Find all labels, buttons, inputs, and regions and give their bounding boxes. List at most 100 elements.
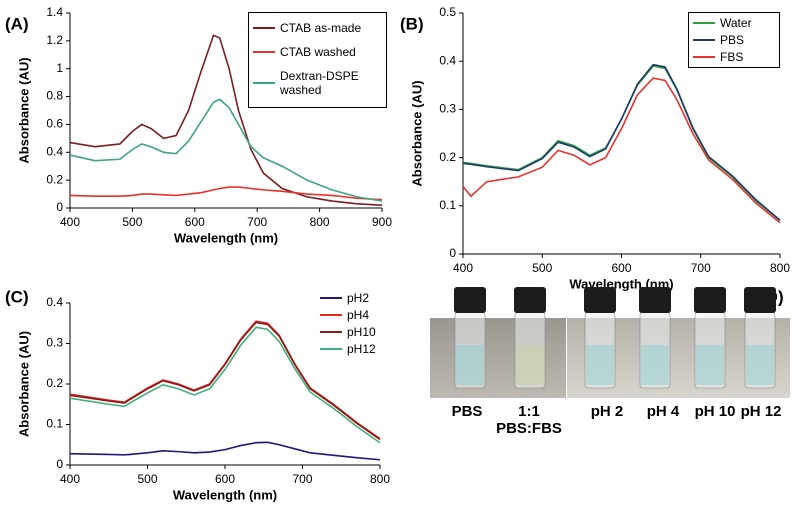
vial bbox=[514, 287, 546, 389]
y-tick-label: 0 bbox=[56, 457, 63, 471]
legend: Water PBS FBS bbox=[688, 12, 780, 68]
series-line bbox=[69, 326, 381, 444]
y-tick-label: 0.5 bbox=[439, 5, 456, 19]
legend-swatch bbox=[693, 39, 715, 41]
y-tick-label: 0.2 bbox=[46, 376, 63, 390]
y-tick-label: 0.4 bbox=[439, 53, 456, 67]
legend-swatch bbox=[320, 348, 342, 350]
photo-caption: pH 10 bbox=[694, 403, 736, 420]
vial-liquid bbox=[586, 345, 614, 385]
series-line bbox=[69, 321, 381, 441]
y-tick-label: 0.3 bbox=[439, 102, 456, 116]
x-tick-label: 700 bbox=[691, 261, 711, 275]
x-axis-title: Wavelength (nm) bbox=[174, 230, 278, 245]
vial-liquid bbox=[456, 345, 484, 385]
photo-caption: pH 12 bbox=[740, 403, 782, 420]
vial-liquid bbox=[696, 345, 724, 385]
y-tick-label: 1.4 bbox=[46, 5, 63, 19]
x-tick-label: 500 bbox=[137, 472, 157, 486]
legend-item: Water bbox=[693, 16, 775, 30]
photo-caption: pH 4 bbox=[646, 403, 680, 420]
legend: CTAB as-made CTAB washed Dextran-DSPE wash… bbox=[248, 12, 387, 108]
y-tick-label: 0.2 bbox=[46, 172, 63, 186]
legend-item: pH10 bbox=[320, 325, 384, 339]
legend-label: PBS bbox=[720, 33, 745, 47]
x-tick-label: 500 bbox=[122, 215, 142, 229]
series-line bbox=[69, 34, 383, 207]
legend-swatch bbox=[320, 314, 342, 316]
x-tick-label: 900 bbox=[372, 215, 392, 229]
series-line bbox=[462, 77, 781, 224]
legend-label: FBS bbox=[720, 50, 744, 64]
photo-caption: pH 2 bbox=[590, 403, 624, 420]
y-tick-label: 0.2 bbox=[439, 150, 456, 164]
legend-swatch bbox=[253, 27, 275, 29]
legend-label: CTAB as-made bbox=[280, 21, 362, 35]
x-tick-label: 600 bbox=[185, 215, 205, 229]
vial-cap bbox=[694, 287, 726, 313]
y-axis-title: Absorbance (AU) bbox=[16, 57, 31, 163]
photo-left bbox=[430, 318, 566, 398]
legend-swatch bbox=[253, 51, 275, 53]
legend-label: pH10 bbox=[347, 325, 376, 339]
legend-label: pH4 bbox=[347, 308, 370, 322]
legend-item: CTAB washed bbox=[253, 45, 382, 59]
x-tick-label: 500 bbox=[532, 261, 552, 275]
y-axis-title: Absorbance (AU) bbox=[409, 80, 424, 186]
vial-liquid bbox=[746, 345, 774, 385]
legend-item: CTAB as-made bbox=[253, 21, 382, 35]
y-axis-title: Absorbance (AU) bbox=[16, 331, 31, 437]
series-line bbox=[462, 63, 781, 221]
legend-item: PBS bbox=[693, 33, 775, 47]
y-tick-label: 0 bbox=[449, 246, 456, 260]
legend-swatch bbox=[253, 82, 275, 84]
x-tick-label: 600 bbox=[611, 261, 631, 275]
y-tick-label: 1.2 bbox=[46, 33, 63, 47]
legend-item: pH4 bbox=[320, 308, 384, 322]
vial bbox=[744, 287, 776, 389]
x-tick-label: 700 bbox=[292, 472, 312, 486]
x-tick-label: 600 bbox=[215, 472, 235, 486]
y-tick-label: 0.3 bbox=[46, 336, 63, 350]
y-tick-label: 1 bbox=[56, 61, 63, 75]
x-axis-title: Wavelength (nm) bbox=[173, 487, 277, 502]
vial bbox=[694, 287, 726, 389]
photo-caption: 1:1 PBS:FBS bbox=[496, 403, 562, 437]
x-tick-label: 700 bbox=[247, 215, 267, 229]
series-line bbox=[69, 441, 381, 461]
vial bbox=[454, 287, 486, 389]
legend-label: Dextran-DSPE washed bbox=[280, 69, 359, 97]
vial-liquid bbox=[516, 345, 544, 385]
vial-cap bbox=[744, 287, 776, 313]
series-line bbox=[69, 98, 383, 202]
legend-swatch bbox=[693, 22, 715, 24]
legend: pH2 pH4 pH10 pH12 bbox=[316, 288, 388, 359]
legend-label: Water bbox=[720, 16, 752, 30]
vial-cap bbox=[639, 287, 671, 313]
x-tick-label: 800 bbox=[370, 472, 390, 486]
y-tick-label: 0.1 bbox=[46, 417, 63, 431]
x-tick-label: 400 bbox=[60, 215, 80, 229]
vial-cap bbox=[454, 287, 486, 313]
legend-item: pH2 bbox=[320, 291, 384, 305]
y-tick-label: 0.1 bbox=[439, 198, 456, 212]
legend-item: pH12 bbox=[320, 342, 384, 356]
legend-label: CTAB washed bbox=[280, 45, 356, 59]
legend-item: Dextran-DSPE washed bbox=[253, 69, 382, 97]
panel-label: (A) bbox=[5, 14, 29, 33]
x-tick-label: 800 bbox=[310, 215, 330, 229]
legend-label: pH12 bbox=[347, 342, 376, 356]
legend-swatch bbox=[320, 331, 342, 333]
series-line bbox=[69, 186, 383, 201]
x-tick-label: 800 bbox=[770, 261, 790, 275]
y-tick-label: 0.8 bbox=[46, 89, 63, 103]
x-tick-label: 400 bbox=[453, 261, 473, 275]
legend-item: FBS bbox=[693, 50, 775, 64]
panel-label: (B) bbox=[400, 14, 424, 33]
vial-cap bbox=[584, 287, 616, 313]
legend-swatch bbox=[320, 297, 342, 299]
legend-swatch bbox=[693, 56, 715, 58]
x-tick-label: 400 bbox=[60, 472, 80, 486]
